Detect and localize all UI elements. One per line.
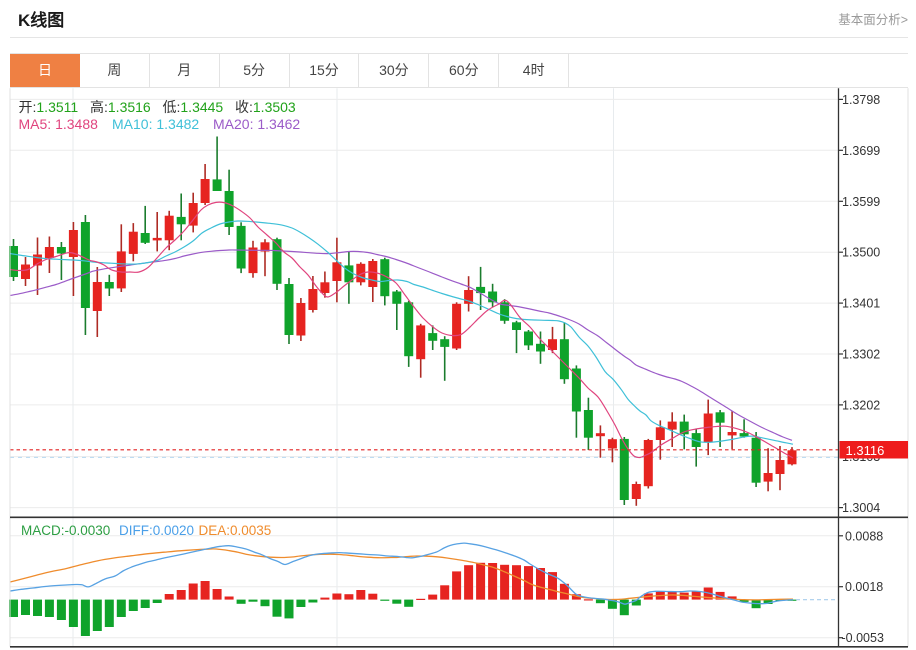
svg-text:0.0018: 0.0018 (845, 580, 883, 594)
svg-text:1.3599: 1.3599 (842, 195, 880, 209)
svg-text:1.3798: 1.3798 (842, 93, 880, 107)
svg-text:1.3116: 1.3116 (846, 443, 885, 458)
svg-text:1.3302: 1.3302 (842, 348, 880, 362)
svg-text:1.3004: 1.3004 (842, 501, 880, 515)
svg-text:1.3699: 1.3699 (842, 144, 880, 158)
svg-text:1.3202: 1.3202 (842, 398, 880, 412)
svg-text:1.3401: 1.3401 (842, 297, 880, 311)
svg-text:0.0088: 0.0088 (845, 529, 883, 543)
svg-text:1.3500: 1.3500 (842, 246, 880, 260)
svg-text:-0.0053: -0.0053 (842, 631, 884, 645)
